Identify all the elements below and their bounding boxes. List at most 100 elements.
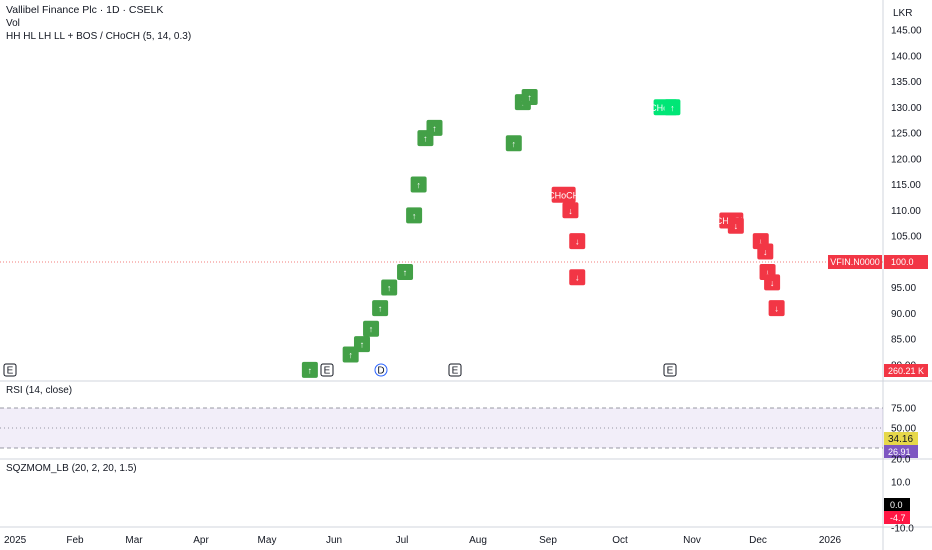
- signal-label: ↑: [416, 180, 421, 190]
- signal-down: [569, 233, 586, 250]
- sqz-hist-tag-bg: [884, 511, 910, 524]
- time-axis: 2025 Feb Mar Apr May Jun Jul Aug Sep Oct Nov Dec 202…: [4, 535, 842, 546]
- signal-down: [764, 274, 781, 291]
- time-label: 2026: [819, 535, 842, 546]
- signal-up: [363, 320, 380, 337]
- signal-label: ↓: [770, 278, 775, 288]
- volume-tag-bg: [884, 364, 928, 377]
- rsi-ma-tag: 34.16: [888, 434, 913, 445]
- signal-label: ↓: [575, 273, 580, 283]
- event-label: E: [7, 366, 14, 377]
- currency-label[interactable]: LKR: [893, 8, 913, 19]
- signal-label: ↓: [763, 247, 768, 257]
- rsi-tag-bg: [884, 445, 918, 458]
- time-label: May: [258, 535, 277, 546]
- volume-tag: 260.21 K: [888, 366, 924, 376]
- symbol-title[interactable]: Vallibel Finance Plc · 1D · CSELK: [6, 4, 164, 16]
- time-label: Apr: [193, 535, 209, 546]
- rsi-tick: 50.00: [891, 424, 916, 435]
- rsi-tag: 26.91: [888, 447, 911, 457]
- symbol-tag: VFIN.N0000: [830, 257, 880, 267]
- time-label: Nov: [683, 535, 701, 546]
- price-tick: 140.00: [891, 51, 922, 62]
- signal-label: ↓: [568, 206, 573, 216]
- signal-label: CHoCH: [548, 190, 579, 200]
- price-tick: 95.00: [891, 283, 916, 294]
- price-tick: 120.00: [891, 154, 922, 165]
- price-tick: 135.00: [891, 77, 922, 88]
- price-tick: 85.00: [891, 335, 916, 346]
- sqz-value-tag-bg: [884, 498, 910, 511]
- signal-label: ↑: [387, 283, 392, 293]
- signal-up: [372, 300, 389, 317]
- signal-label: ↑: [432, 123, 437, 133]
- signal-down: [562, 202, 579, 219]
- signal-label: ↑: [412, 211, 417, 221]
- rsi-legend[interactable]: RSI (14, close): [6, 385, 73, 396]
- time-label: Mar: [125, 535, 143, 546]
- signal-label: ↓: [575, 237, 580, 247]
- signal-choch: [551, 186, 576, 203]
- signal-up: [381, 279, 398, 296]
- time-label: Sep: [539, 535, 557, 546]
- signal-label: ↑: [348, 350, 353, 360]
- last-price-tag-bg: [884, 255, 928, 269]
- sqzmom-legend[interactable]: SQZMOM_LB (20, 2, 20, 1.5): [6, 463, 137, 474]
- signal-up: [301, 361, 318, 378]
- signal-up: [397, 264, 414, 281]
- price-tick: 145.00: [891, 26, 922, 37]
- signal-up: [664, 99, 681, 116]
- time-label: Aug: [469, 535, 487, 546]
- signal-label: ↑: [308, 365, 313, 375]
- signal-label: ↓: [765, 268, 770, 278]
- last-price-tag: 100.0: [891, 257, 914, 267]
- volume-legend[interactable]: Vol: [6, 18, 20, 29]
- price-tick: 110.00: [891, 206, 921, 217]
- price-tick: 130.00: [891, 103, 922, 114]
- signal-label: ↑: [423, 134, 428, 144]
- signal-label: ↓: [734, 221, 739, 231]
- signal-label: ↓: [774, 304, 779, 314]
- earnings-marker: [320, 363, 334, 377]
- time-label: 2025: [4, 535, 27, 546]
- time-label: Jun: [326, 535, 342, 546]
- time-label: Oct: [612, 535, 628, 546]
- sqz-tick: 20.0: [891, 455, 911, 466]
- event-label: E: [667, 366, 674, 377]
- dividend-marker: [374, 363, 388, 377]
- time-label: Jul: [396, 535, 409, 546]
- sqz-tick: 10.0: [891, 478, 911, 489]
- signal-down: [768, 300, 785, 317]
- signal-up: [521, 88, 538, 105]
- indicator-legend[interactable]: HH HL LH LL + BOS / CHoCH (5, 14, 0.3): [6, 31, 192, 42]
- symbol-tag-bg: [828, 255, 882, 269]
- signal-down: [757, 243, 774, 260]
- sqz-value-tag: 0.0: [890, 500, 903, 510]
- signal-up: [505, 135, 522, 152]
- signal-label: ↓: [759, 237, 764, 247]
- signal-label: ↑: [512, 139, 517, 149]
- rsi-tick: 75.00: [891, 404, 916, 415]
- earnings-marker: [663, 363, 677, 377]
- signal-up: [353, 336, 370, 353]
- signal-label: ↑: [360, 340, 365, 350]
- signal-label: ↑: [369, 324, 374, 334]
- structure-signals: ↑↑↑↑↑↑↑↑↑↑↑↑↑↑CHoCH↑CHoCH↓↓↓CHoCH↓↓↓↓↓↓: [301, 88, 785, 378]
- signal-up: [426, 119, 443, 136]
- signal-up: [406, 207, 423, 224]
- event-label: E: [324, 366, 331, 377]
- sqz-hist-tag: -4.7: [890, 513, 906, 523]
- earnings-marker: [3, 363, 17, 377]
- rsi-ma-tag-bg: [884, 432, 918, 445]
- signal-label: ↑: [378, 304, 383, 314]
- signal-down: [727, 217, 744, 234]
- signal-label: ↑: [670, 103, 675, 113]
- price-tick: 90.00: [891, 309, 916, 320]
- signal-down: [569, 269, 586, 286]
- price-axis: 145.00 140.00 135.00 130.00 125.00 120.00 115.…: [828, 26, 928, 535]
- time-label: Dec: [749, 535, 767, 546]
- price-tick: 115.00: [891, 180, 921, 191]
- sqz-tick: -10.0: [891, 524, 914, 535]
